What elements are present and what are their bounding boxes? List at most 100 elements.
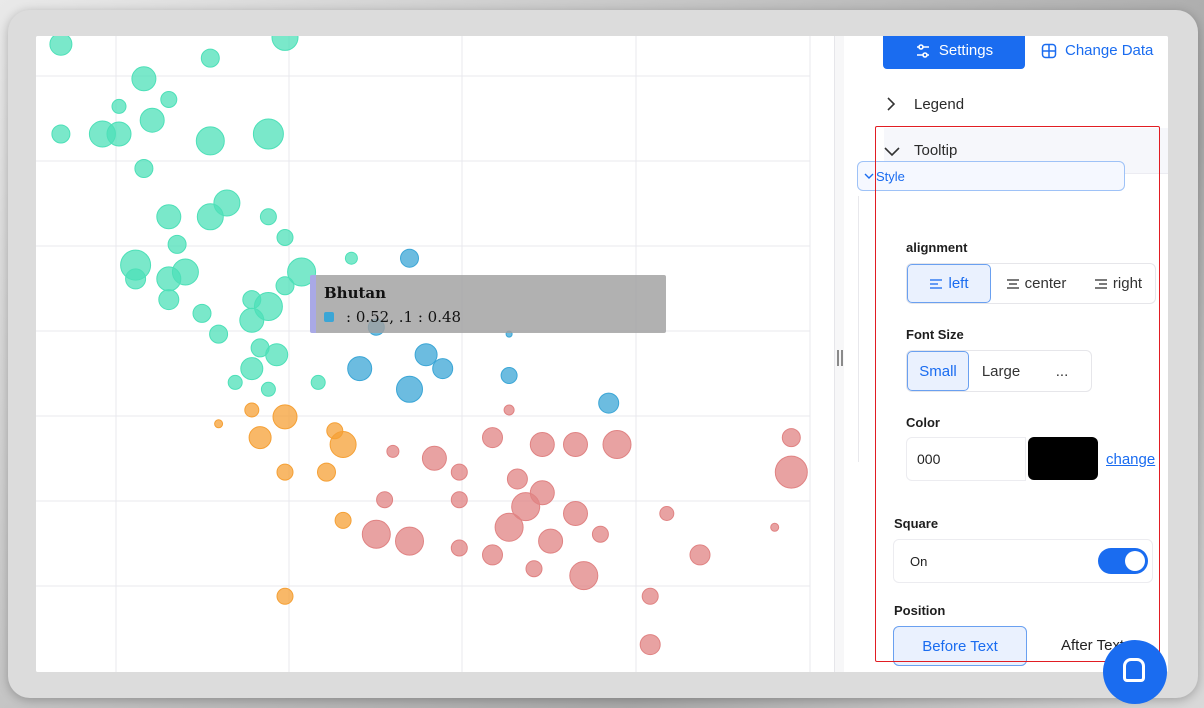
bubble-point[interactable] [260, 381, 276, 397]
bubble-point[interactable] [432, 358, 454, 380]
bubble-point[interactable] [347, 356, 373, 382]
bubble-point[interactable] [344, 251, 358, 265]
bubble-point[interactable] [287, 257, 317, 287]
bubble-point[interactable] [334, 511, 352, 529]
bubble-point[interactable] [563, 432, 588, 457]
bubble-point[interactable] [248, 426, 272, 450]
bubble-point[interactable] [482, 544, 503, 566]
bubble-point[interactable] [139, 107, 165, 133]
bubble-point[interactable] [252, 118, 284, 150]
bubble-point[interactable] [563, 501, 588, 526]
panel-resize-handle[interactable] [834, 36, 844, 672]
bubble-point[interactable] [376, 491, 394, 509]
position-before-option[interactable]: Before Text [893, 626, 1027, 666]
bubble-point[interactable] [214, 419, 224, 429]
style-dropdown[interactable]: Style [857, 161, 1125, 191]
tooltip-title: Bhutan [324, 284, 387, 302]
bubble-point[interactable] [51, 124, 71, 144]
bubble-point[interactable] [503, 404, 515, 416]
bubble-point[interactable] [421, 445, 447, 471]
bubble-point[interactable] [639, 634, 661, 656]
bubble-point[interactable] [500, 367, 518, 384]
bubble-point[interactable] [156, 204, 182, 230]
bubble-point[interactable] [276, 587, 294, 605]
font-size-segment: Small Large ... [906, 350, 1092, 392]
align-center-option[interactable]: center [991, 264, 1081, 303]
bubble-point[interactable] [400, 248, 419, 268]
bubble-point[interactable] [276, 229, 294, 246]
bubble-point[interactable] [134, 159, 154, 178]
bubble-point[interactable] [781, 428, 801, 448]
bubble-point[interactable] [450, 539, 468, 557]
bubble-point[interactable] [414, 343, 438, 367]
bubble-point[interactable] [240, 357, 264, 381]
bubble-point[interactable] [482, 427, 503, 449]
square-toggle[interactable] [1098, 548, 1148, 574]
bubble-point[interactable] [160, 91, 178, 108]
bubble-point[interactable] [770, 522, 780, 532]
bubble-point[interactable] [158, 289, 180, 311]
bubble-point[interactable] [276, 463, 294, 481]
bubble-point[interactable] [167, 234, 187, 254]
bubble-point[interactable] [196, 203, 224, 231]
font-small-option[interactable]: Small [907, 351, 969, 391]
accordion-legend[interactable]: Legend [884, 81, 1168, 127]
bubble-point[interactable] [494, 512, 524, 542]
bubble-point[interactable] [275, 276, 295, 296]
bubble-point[interactable] [200, 48, 220, 68]
bubble-point[interactable] [506, 468, 528, 490]
bubble-point[interactable] [195, 126, 225, 156]
bubble-point[interactable] [395, 526, 424, 556]
bubble-point[interactable] [598, 392, 620, 414]
font-more-option[interactable]: ... [1055, 362, 1069, 380]
position-after-option[interactable]: After Text [1061, 637, 1125, 654]
color-swatch[interactable] [1028, 437, 1098, 480]
bubble-point[interactable] [386, 444, 400, 458]
bubble-point[interactable] [192, 303, 212, 323]
bubble-point[interactable] [244, 402, 260, 418]
bubble-point[interactable] [131, 66, 157, 92]
bubble-point[interactable] [538, 528, 564, 554]
bubble-point[interactable] [525, 560, 543, 578]
bubble-point[interactable] [265, 343, 289, 367]
bubble-point[interactable] [511, 492, 541, 522]
bubble-point[interactable] [591, 525, 609, 543]
bubble-point[interactable] [317, 462, 336, 482]
bubble-point[interactable] [641, 587, 659, 605]
bubble-point[interactable] [689, 544, 711, 566]
color-hex-input[interactable]: 000 [906, 437, 1026, 481]
bubble-point[interactable] [774, 455, 808, 489]
help-chat-button[interactable] [1103, 640, 1167, 704]
bubble-point[interactable] [49, 36, 73, 56]
bubble-point[interactable] [259, 208, 277, 226]
change-data-button[interactable]: Change Data [1041, 36, 1168, 69]
bubble-point[interactable] [326, 422, 344, 440]
bubble-point[interactable] [272, 404, 298, 430]
bubble-point[interactable] [529, 432, 555, 457]
bubble-point[interactable] [450, 491, 468, 509]
chevron-right-icon [884, 97, 914, 111]
bubble-point[interactable] [569, 561, 599, 591]
bubble-point[interactable] [450, 463, 468, 481]
bubble-point[interactable] [659, 506, 675, 521]
style-group [858, 196, 1120, 462]
bubble-point[interactable] [396, 375, 423, 403]
font-large-option[interactable]: Large [981, 362, 1021, 380]
change-color-link[interactable]: change [1106, 451, 1156, 468]
bubble-point[interactable] [361, 519, 391, 549]
bubble-point[interactable] [227, 374, 243, 390]
bubble-point[interactable] [156, 266, 182, 292]
bubble-point[interactable] [602, 430, 632, 459]
bubble-point[interactable] [106, 121, 132, 147]
settings-label: Settings [938, 42, 994, 59]
align-left-option[interactable]: left [907, 264, 991, 303]
settings-button[interactable]: Settings [883, 36, 1025, 69]
align-center-icon [1006, 278, 1019, 289]
bubble-point[interactable] [111, 98, 127, 114]
align-right-option[interactable]: right [1081, 264, 1155, 303]
bubble-point[interactable] [310, 374, 326, 390]
bubble-point[interactable] [209, 324, 229, 344]
bubble-point[interactable] [271, 36, 299, 51]
bubble-point[interactable] [239, 307, 265, 333]
bubble-point[interactable] [125, 268, 147, 290]
